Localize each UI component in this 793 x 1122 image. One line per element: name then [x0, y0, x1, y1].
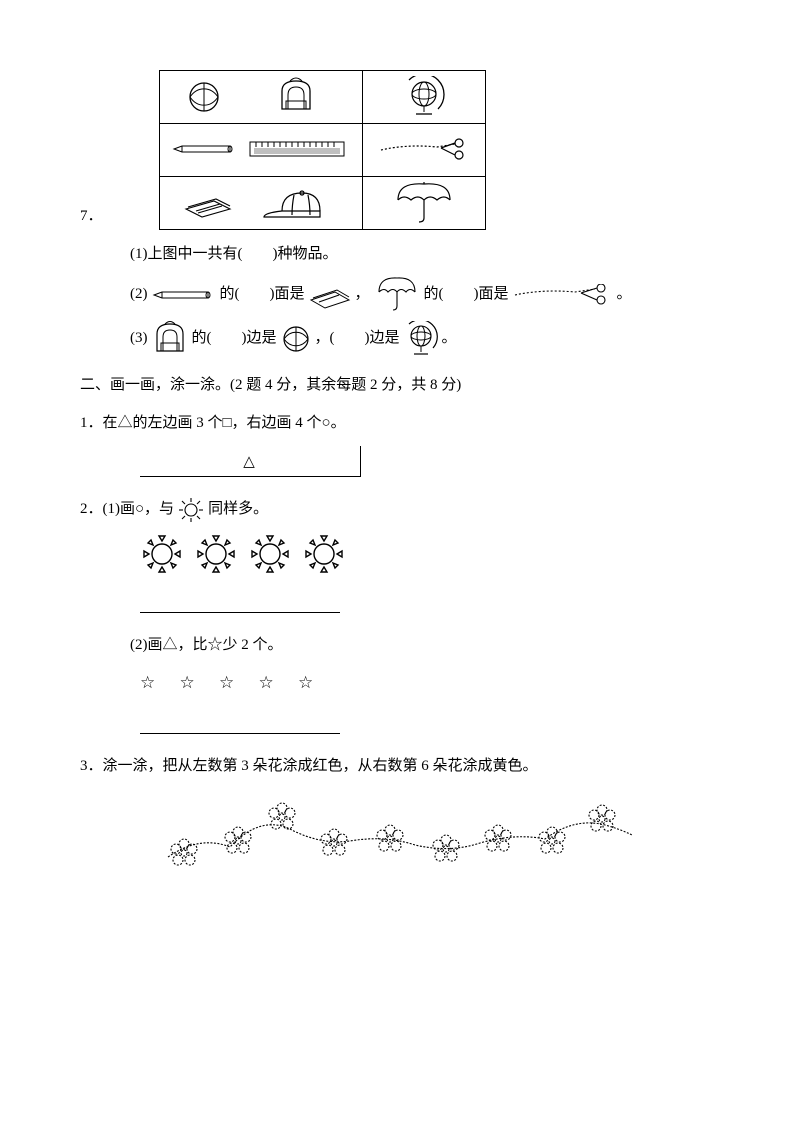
- section-2-title: 二、画一画，涂一涂。(2 题 4 分，其余每题 2 分，共 8 分): [80, 371, 713, 400]
- globe-icon: [399, 76, 449, 118]
- q7-sub2: (2) 的( )面是 ， 的( )面是 。: [130, 277, 713, 313]
- backpack-icon-inline: [152, 321, 188, 357]
- flower-chain: [160, 795, 713, 875]
- cell-r2c1: [159, 124, 362, 177]
- q7-2e: 。: [617, 280, 632, 309]
- globe-icon-inline: [404, 321, 438, 357]
- s2-q3: 3．涂一涂，把从左数第 3 朵花涂成红色，从右数第 6 朵花涂成黄色。: [80, 752, 713, 781]
- pencil-ruler-icon: [172, 137, 350, 163]
- triangle-symbol: △: [243, 454, 257, 470]
- five-stars: ☆ ☆ ☆ ☆ ☆: [140, 667, 713, 699]
- s2-q2-1b: 同样多。: [208, 495, 268, 524]
- cell-r2c2: [362, 124, 485, 177]
- book-icon: [309, 280, 351, 310]
- q7-2d: 的( )面是: [424, 280, 509, 309]
- blank-line-1: [140, 592, 340, 613]
- scissors-icon-inline: [513, 280, 613, 309]
- cell-r3c1: [159, 177, 362, 230]
- s2-q2-1: 2．(1)画○，与 同样多。: [80, 495, 713, 524]
- items-grid: [159, 70, 486, 230]
- scissors-icon: [377, 138, 471, 162]
- q7-2b: 的( )面是: [220, 280, 305, 309]
- cell-r1c2: [362, 71, 485, 124]
- q7-2a: (2): [130, 280, 148, 309]
- cell-r1c1: [159, 71, 362, 124]
- q7-3c: ，( )边是: [315, 324, 400, 353]
- triangle-box: △: [140, 446, 361, 478]
- cell-r3c2: [362, 177, 485, 230]
- q7-number: 7．: [80, 202, 103, 231]
- q7-2c: ，: [355, 280, 370, 309]
- s2-q1: 1．在△的左边画 3 个□，右边画 4 个○。: [80, 409, 713, 438]
- sun-icon-small: [178, 495, 204, 524]
- q7-row: 7．: [80, 70, 713, 230]
- q7-3a: (3): [130, 324, 148, 353]
- book-cap-icon: [176, 183, 346, 223]
- q7-3d: 。: [442, 324, 457, 353]
- pencil-icon: [152, 280, 216, 309]
- q7-3b: 的( )边是: [192, 324, 277, 353]
- ball-icon-inline: [281, 324, 311, 354]
- s2-q2-1a: 2．(1)画○，与: [80, 495, 174, 524]
- s2-q2-2: (2)画△，比☆少 2 个。: [130, 631, 713, 660]
- q7-sub3: (3) 的( )边是 ，( )边是 。: [130, 321, 713, 357]
- q7-sub1: (1)上图中一共有( )种物品。: [130, 240, 713, 269]
- ball-backpack-icon: [176, 77, 346, 117]
- umbrella-icon: [389, 182, 459, 224]
- blank-line-2: [140, 713, 340, 734]
- umbrella-icon-inline: [374, 277, 420, 313]
- four-suns: [140, 530, 713, 578]
